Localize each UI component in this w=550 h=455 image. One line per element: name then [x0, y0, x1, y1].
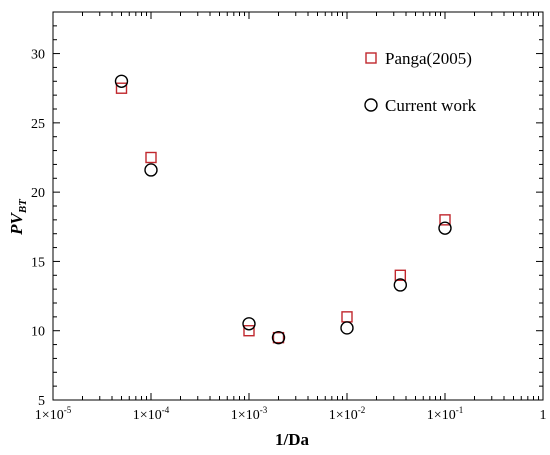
legend-square-marker — [365, 52, 377, 64]
y-tick-label: 25 — [31, 117, 45, 132]
y-axis-title: PVBT — [7, 198, 29, 236]
y-tick-label: 10 — [31, 325, 45, 340]
x-tick-label: 1 — [540, 408, 547, 423]
y-tick-label: 15 — [31, 255, 45, 270]
series-panga-2005 — [115, 82, 451, 344]
square-marker — [272, 331, 285, 344]
series-current-work — [114, 74, 452, 345]
ticks-layer: 1×10-5 1×10-4 1×10-3 1×10-2 1×10-1 1510152025… — [31, 11, 547, 423]
square-marker — [394, 269, 407, 281]
circle-marker — [144, 163, 158, 177]
legend-label: Panga(2005) — [385, 49, 472, 68]
legend-label: Current work — [385, 96, 477, 115]
x-tick-label: 1×10-3 — [231, 405, 268, 423]
circle-marker — [438, 221, 452, 235]
x-tick-label: 1×10-2 — [329, 405, 365, 423]
titles-layer: 1/Da PVBT — [7, 198, 310, 449]
axes-layer — [52, 11, 544, 401]
x-tick-label: 1×10-4 — [133, 405, 170, 423]
x-tick-label: 1×10-5 — [35, 405, 72, 423]
y-tick-label: 30 — [31, 48, 45, 63]
marks-layer — [114, 74, 452, 345]
circle-marker — [340, 321, 354, 335]
legend-circle-marker — [364, 98, 378, 112]
plot-frame — [52, 11, 544, 401]
y-tick-label: 20 — [31, 186, 45, 201]
x-axis-title: 1/Da — [275, 430, 310, 449]
circle-marker — [393, 278, 408, 292]
y-axis-title-main: PV — [7, 212, 26, 236]
square-marker — [145, 151, 157, 164]
circle-marker — [114, 74, 129, 88]
circle-marker — [242, 317, 256, 331]
y-tick-label: 5 — [38, 394, 45, 409]
square-marker — [341, 311, 353, 323]
y-axis-title-sub: BT — [17, 198, 29, 214]
x-tick-label: 1×10-1 — [427, 405, 463, 423]
square-marker — [115, 82, 128, 94]
square-marker — [243, 325, 255, 337]
circle-marker — [271, 330, 286, 345]
legend: Panga(2005) Current work — [364, 49, 477, 115]
square-marker — [439, 214, 451, 226]
